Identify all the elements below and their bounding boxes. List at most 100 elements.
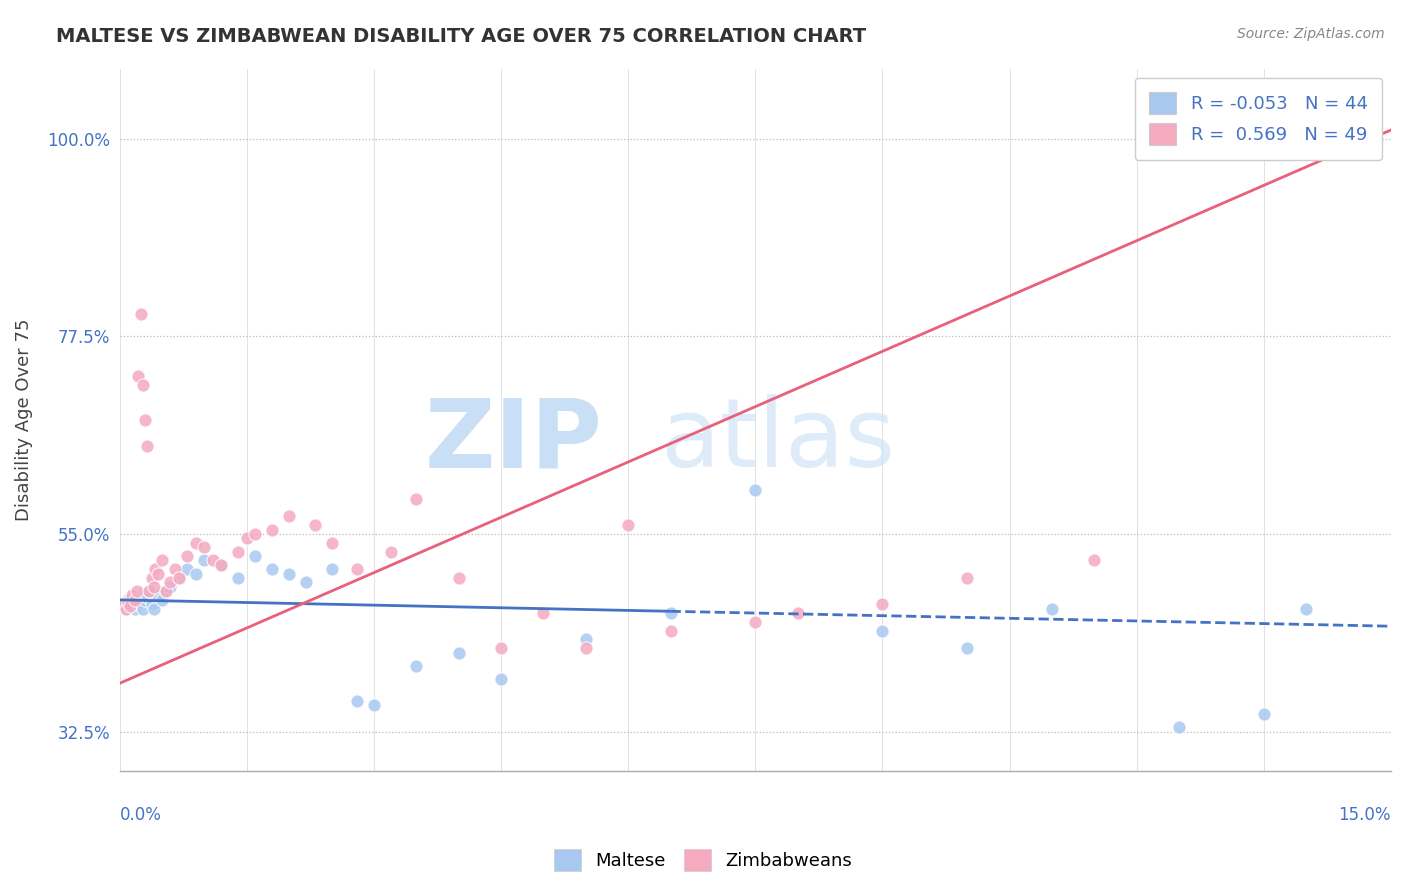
Point	[117, 595, 139, 609]
Point	[262, 562, 284, 576]
Point	[226, 544, 249, 558]
Text: 15.0%: 15.0%	[1339, 806, 1391, 824]
Point	[380, 544, 402, 558]
Point	[112, 597, 135, 611]
Point	[321, 536, 343, 550]
Point	[209, 558, 232, 572]
Point	[129, 589, 152, 603]
Point	[184, 536, 207, 550]
Point	[1040, 601, 1063, 615]
Point	[1168, 720, 1191, 734]
Point	[115, 601, 138, 615]
Point	[489, 672, 512, 686]
Point	[447, 646, 470, 660]
Point	[1253, 707, 1275, 722]
Point	[112, 597, 135, 611]
Point	[141, 571, 163, 585]
Point	[226, 571, 249, 585]
Point	[167, 571, 190, 585]
Point	[132, 377, 155, 392]
Point	[447, 571, 470, 585]
Point	[135, 591, 157, 605]
Point	[278, 509, 301, 524]
Point	[193, 540, 215, 554]
Text: Source: ZipAtlas.com: Source: ZipAtlas.com	[1237, 27, 1385, 41]
Point	[135, 439, 157, 453]
Text: atlas: atlas	[659, 394, 896, 487]
Point	[138, 584, 160, 599]
Point	[209, 558, 232, 572]
Point	[121, 589, 143, 603]
Point	[118, 599, 141, 613]
Point	[159, 580, 181, 594]
Point	[184, 566, 207, 581]
Point	[176, 562, 198, 576]
Point	[1295, 601, 1317, 615]
Point	[304, 518, 326, 533]
Point	[121, 595, 143, 609]
Point	[786, 606, 808, 620]
Point	[155, 584, 177, 599]
Point	[134, 593, 156, 607]
Text: 0.0%: 0.0%	[120, 806, 162, 824]
Point	[201, 553, 224, 567]
Point	[143, 562, 166, 576]
Point	[124, 601, 146, 615]
Point	[141, 597, 163, 611]
Legend: R = -0.053   N = 44, R =  0.569   N = 49: R = -0.053 N = 44, R = 0.569 N = 49	[1135, 78, 1382, 160]
Point	[489, 641, 512, 656]
Point	[405, 491, 427, 506]
Point	[129, 308, 152, 322]
Point	[150, 553, 173, 567]
Point	[744, 615, 766, 629]
Point	[127, 594, 149, 608]
Point	[872, 597, 894, 611]
Point	[659, 606, 682, 620]
Point	[346, 562, 368, 576]
Point	[134, 413, 156, 427]
Point	[235, 532, 257, 546]
Point	[142, 601, 165, 615]
Point	[321, 562, 343, 576]
Point	[117, 593, 139, 607]
Point	[163, 562, 186, 576]
Point	[617, 518, 640, 533]
Point	[150, 593, 173, 607]
Point	[405, 658, 427, 673]
Point	[531, 606, 554, 620]
Point	[125, 584, 148, 599]
Point	[744, 483, 766, 497]
Y-axis label: Disability Age Over 75: Disability Age Over 75	[15, 318, 32, 521]
Point	[118, 599, 141, 613]
Point	[575, 641, 598, 656]
Point	[155, 584, 177, 599]
Point	[262, 523, 284, 537]
Point	[146, 566, 169, 581]
Point	[363, 698, 385, 713]
Point	[124, 593, 146, 607]
Text: MALTESE VS ZIMBABWEAN DISABILITY AGE OVER 75 CORRELATION CHART: MALTESE VS ZIMBABWEAN DISABILITY AGE OVE…	[56, 27, 866, 45]
Legend: Maltese, Zimbabweans: Maltese, Zimbabweans	[547, 842, 859, 879]
Point	[167, 571, 190, 585]
Point	[245, 549, 267, 563]
Point	[127, 368, 149, 383]
Point	[142, 580, 165, 594]
Point	[176, 549, 198, 563]
Point	[956, 641, 979, 656]
Point	[193, 553, 215, 567]
Point	[138, 584, 160, 599]
Point	[146, 589, 169, 603]
Point	[132, 601, 155, 615]
Point	[115, 601, 138, 615]
Point	[659, 624, 682, 638]
Point	[956, 571, 979, 585]
Point	[346, 694, 368, 708]
Point	[1083, 553, 1105, 567]
Point	[1168, 132, 1191, 146]
Text: ZIP: ZIP	[425, 394, 603, 487]
Point	[295, 575, 318, 590]
Point	[159, 575, 181, 590]
Point	[245, 527, 267, 541]
Point	[872, 624, 894, 638]
Point	[278, 566, 301, 581]
